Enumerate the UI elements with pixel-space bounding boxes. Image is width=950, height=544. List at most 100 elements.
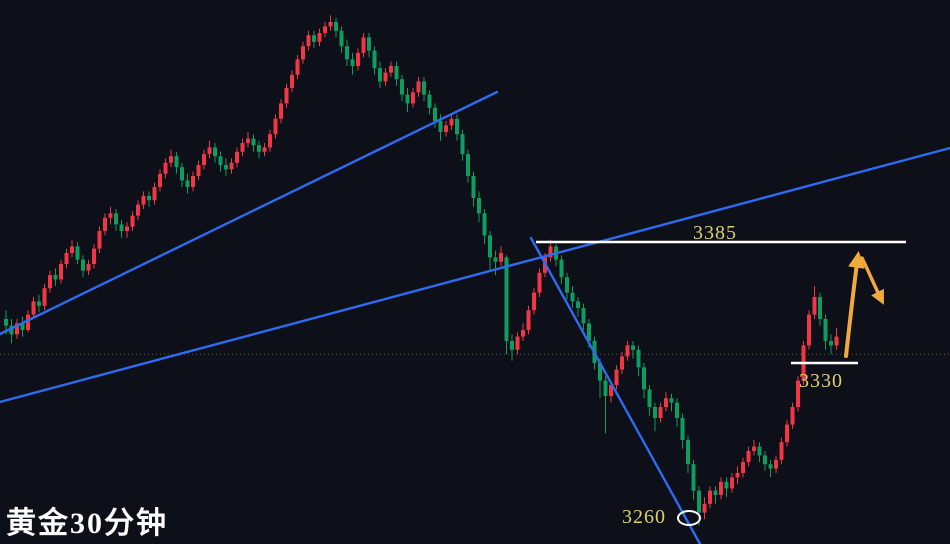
candle-body [114,213,118,225]
candle-body [152,187,157,201]
candle-body [207,147,212,154]
candle-body [532,292,536,311]
candle-body [284,88,289,104]
projection-down-arrow[interactable] [860,256,884,305]
candle-body [680,418,685,440]
candle-body [730,477,734,489]
candle-body [631,345,635,350]
candle-body [257,145,261,152]
candle-body [471,176,476,198]
candle-body [796,380,800,407]
candle-body [339,30,344,47]
candle-body [570,292,575,302]
candle-body [741,462,745,473]
trendline-ascending-long[interactable] [0,146,950,404]
candle-body [521,330,525,337]
resistance-price-label: 3385 [693,222,737,244]
candle-body [246,138,250,143]
candle-body [752,446,756,451]
candle-body [86,264,91,271]
candle-body [669,398,674,403]
candle-body [235,151,239,163]
candle-body [477,198,481,214]
candle-body [218,156,223,165]
trendline-ascending-upper[interactable] [0,90,499,336]
candle-body [565,277,569,293]
candle-body [735,473,740,478]
candle-body [202,154,206,165]
candle-body [9,325,14,335]
candle-body [609,385,613,396]
candle-body [75,246,80,260]
candle-body [361,37,366,53]
support-price-label: 3330 [799,370,843,392]
candle-body [158,173,162,187]
candle-body [642,367,646,390]
candle-body [493,257,498,262]
candle-body [262,147,267,152]
candle-body [812,297,817,315]
candle-body [196,165,201,176]
candle-body [20,323,25,330]
candle-body [317,33,322,42]
candle-body [108,213,113,218]
candle-body [598,363,602,381]
candle-body [213,147,217,157]
candle-body [273,118,278,135]
candle-body [427,94,432,108]
candle-body [774,459,778,469]
candle-body [510,341,514,350]
candle-body [345,46,349,60]
candle-body [658,407,663,418]
candle-body [537,272,542,293]
candle-body [697,490,701,513]
candle-body [625,345,630,357]
candle-body [334,22,338,31]
candle-body [394,66,399,80]
candle-body [136,204,140,216]
chart-title: 黄金30分钟 [6,507,168,540]
candle-body [620,356,624,370]
candle-body [251,138,256,146]
candle-body [15,323,19,335]
candle-body [763,455,767,465]
candle-body [807,314,811,346]
candle-body [42,288,47,306]
candle-body [444,125,448,132]
candle-body [411,92,415,104]
candle-body [356,52,360,66]
candle-body [37,301,41,306]
candle-body [31,301,36,315]
candle-body [757,446,762,456]
low-price-label: 3260 [622,506,666,528]
candle-body [70,246,74,253]
candle-body [350,59,355,66]
candle-body [686,440,690,465]
candle-body [713,490,718,495]
candle-body [400,79,404,95]
candle-body [433,107,437,121]
candle-body [460,134,465,154]
candle-body [125,226,129,231]
candle-body [466,154,470,176]
candle-body [647,389,652,407]
candle-body [482,213,487,236]
candle-body [548,246,553,258]
candle-body [224,165,228,170]
candle-body [504,257,509,341]
candle-body [378,68,382,82]
low-highlight-circle[interactable] [677,510,701,526]
candle-body [372,50,377,69]
candle-body [746,451,751,462]
candle-body [383,72,388,82]
candle-body [81,259,85,271]
trendline-descending[interactable] [529,236,702,544]
candle-body [488,235,492,258]
projection-up-arrow[interactable] [844,251,865,358]
candle-body [675,402,679,418]
candle-body [389,66,393,73]
candle-body [581,308,586,324]
candle-body [26,314,30,330]
